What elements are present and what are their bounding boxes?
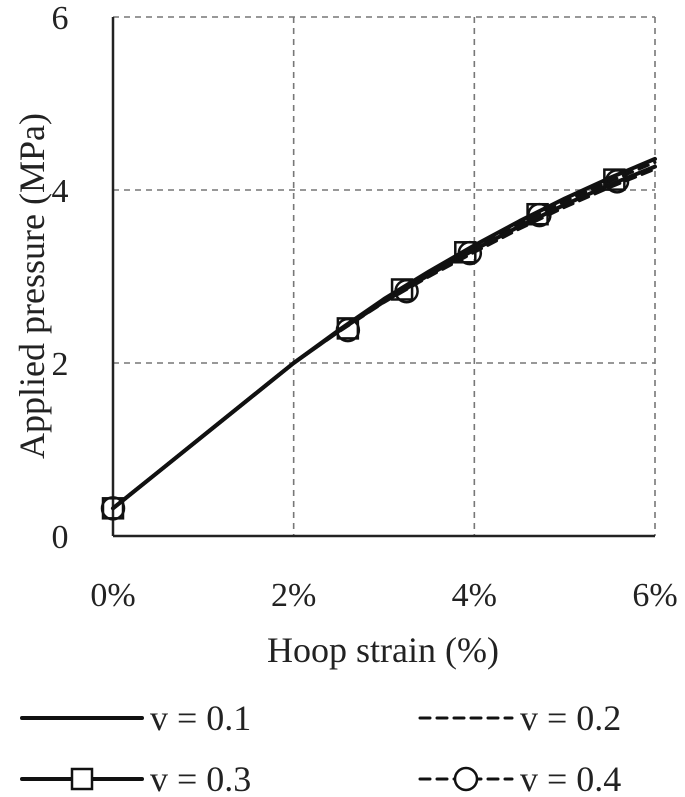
circle-marker [100,496,126,521]
series-markers [100,168,630,521]
square-marker [390,278,414,301]
axes [111,17,655,538]
y-tick-label: 0 [52,519,69,556]
x-tick-label: 0% [90,577,135,614]
legend-label-1: v = 0.1 [150,698,251,738]
y-tick-label: 6 [52,0,69,37]
series-lines [111,156,657,511]
y-tick-label: 2 [52,346,69,383]
series-line-4 [111,167,657,510]
legend-circle-marker [453,766,479,792]
y-axis-label: Applied pressure (MPa) [12,113,52,459]
legend-square-marker [70,767,94,791]
y-tick-label: 4 [52,173,69,210]
circle-marker [335,317,361,343]
circle-marker [394,278,419,304]
tick-labels: 0% 2% 4% 6% 0 2 4 6 [52,0,678,614]
x-tick-label: 6% [632,577,677,614]
series-line-3 [111,164,657,511]
series-line-1 [111,156,657,511]
legend-label-2: v = 0.2 [520,698,621,738]
circle-marker [457,240,483,266]
legend-label-4: v = 0.4 [520,759,621,797]
x-axis-label: Hoop strain (%) [267,630,499,670]
x-tick-label: 2% [271,577,316,614]
circle-marker [604,169,630,194]
legend: v = 0.1 v = 0.2 v = 0.3 v = 0.4 [20,698,621,797]
grid [113,16,656,536]
circle-marker [527,202,552,228]
legend-label-3: v = 0.3 [150,759,251,797]
x-tick-label: 4% [452,577,497,614]
series-line-2 [111,160,657,510]
